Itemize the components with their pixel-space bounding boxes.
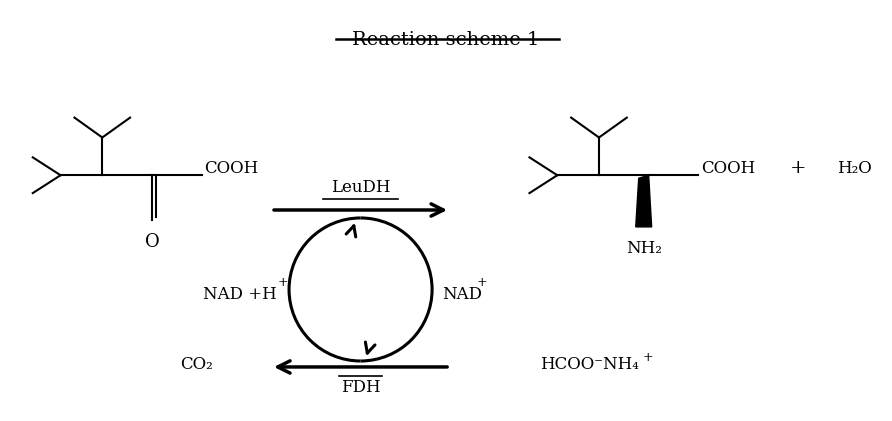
Text: +: + bbox=[477, 276, 487, 289]
Text: O: O bbox=[145, 233, 160, 251]
Text: COOH: COOH bbox=[204, 160, 259, 177]
Text: +: + bbox=[643, 351, 653, 363]
Text: LeuDH: LeuDH bbox=[331, 179, 391, 196]
Polygon shape bbox=[636, 175, 652, 227]
Text: +: + bbox=[278, 276, 289, 289]
Text: HCOO⁻NH₄: HCOO⁻NH₄ bbox=[540, 357, 639, 373]
Text: Reaction scheme 1: Reaction scheme 1 bbox=[352, 31, 540, 49]
Text: FDH: FDH bbox=[341, 379, 380, 396]
Text: NH₂: NH₂ bbox=[626, 240, 662, 257]
Text: +: + bbox=[789, 159, 805, 177]
Text: NAD: NAD bbox=[442, 286, 482, 303]
Text: CO₂: CO₂ bbox=[180, 357, 213, 373]
Text: COOH: COOH bbox=[701, 160, 756, 177]
Text: NAD +H: NAD +H bbox=[203, 286, 277, 303]
Text: H₂O: H₂O bbox=[838, 160, 872, 177]
